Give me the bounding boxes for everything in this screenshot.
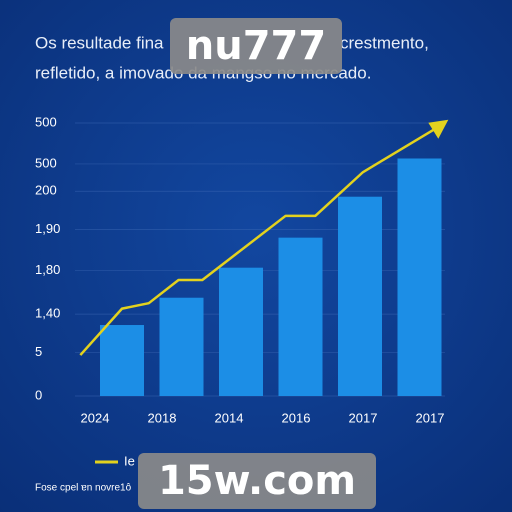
- y-tick-label: 500: [35, 155, 57, 170]
- x-tick-label: 2017: [349, 410, 378, 425]
- x-tick-label: 2024: [81, 410, 110, 425]
- bar: [100, 325, 144, 396]
- watermark: nu777: [186, 23, 326, 69]
- line: [79, 124, 441, 356]
- legend-label: Ie: [124, 453, 135, 468]
- watermark-box: [138, 453, 376, 509]
- y-tick-label: 1,80: [35, 262, 60, 277]
- x-tick-label: 2016: [282, 410, 311, 425]
- y-tick-label: 5: [35, 344, 42, 359]
- y-tick-label: 500: [35, 114, 57, 129]
- arrow-head: [428, 119, 449, 139]
- plot: 0 5 1,40 1,80 1,90 200 500 500 2024 2018 2014 2016 2…: [35, 114, 449, 425]
- footer: Fose cpel ɐn novre1ô: [35, 483, 132, 494]
- y-tick-label: 1,90: [35, 221, 60, 236]
- bar: [159, 297, 204, 396]
- bar: [278, 237, 323, 396]
- y-tick-label: 200: [35, 183, 57, 198]
- x-tick-label: 2014: [215, 410, 244, 425]
- watermark: 15w.com: [158, 458, 356, 504]
- bar: [338, 196, 382, 396]
- bar: [397, 158, 442, 396]
- y-tick-label: 1,40: [35, 306, 60, 321]
- bar: [219, 267, 263, 396]
- x-tick-label: 2018: [148, 410, 177, 425]
- title-part: crestmento,: [340, 33, 429, 52]
- y-tick-label: 0: [35, 387, 42, 402]
- watermark-box: [170, 18, 342, 74]
- title-part: Os resultade fina: [35, 33, 164, 52]
- x-tick-label: 2017: [416, 410, 445, 425]
